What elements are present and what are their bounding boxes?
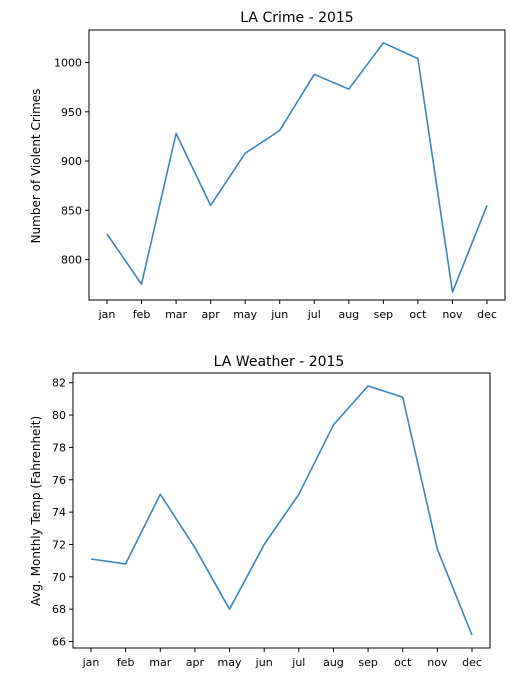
- x-tick-label: apr: [202, 308, 221, 321]
- x-tick-label: jul: [291, 656, 305, 669]
- x-ticks: jan feb mar apr may jun jul aug sep oct nov dec: [98, 300, 497, 321]
- series-marks: [106, 41, 488, 293]
- y-tick-label: 900: [61, 155, 82, 168]
- y-tick-label: 78: [52, 441, 66, 454]
- x-tick-label: nov: [427, 656, 448, 669]
- y-tick-label: 1000: [54, 57, 82, 70]
- y-tick-label: 68: [52, 603, 66, 616]
- x-tick-label: sep: [358, 656, 377, 669]
- x-tick-label: oct: [409, 308, 427, 321]
- y-tick-label: 74: [52, 506, 66, 519]
- y-tick-label: 80: [52, 409, 66, 422]
- chart-title: LA Weather - 2015: [214, 354, 345, 370]
- x-ticks: jan feb mar apr may jun jul aug sep oct nov dec: [82, 648, 482, 669]
- y-tick-label: 76: [52, 474, 66, 487]
- y-tick-label: 70: [52, 571, 66, 584]
- plot-frame: [72, 372, 491, 649]
- x-tick-label: dec: [477, 308, 497, 321]
- x-tick-label: apr: [186, 656, 205, 669]
- x-tick-label: mar: [149, 656, 171, 669]
- series-line: [106, 41, 488, 293]
- x-tick-label: jun: [255, 656, 273, 669]
- weather-chart: LA Weather - 2015 Avg. Monthly Temp (Fah…: [29, 354, 491, 669]
- x-tick-label: aug: [323, 656, 344, 669]
- x-tick-label: jan: [82, 656, 100, 669]
- y-ticks: 800 850 900 950 1000: [54, 57, 89, 267]
- series-line: [90, 385, 473, 636]
- y-tick-label: 82: [52, 377, 66, 390]
- y-tick-label: 66: [52, 636, 66, 649]
- x-tick-label: may: [233, 308, 257, 321]
- x-tick-label: jun: [270, 308, 288, 321]
- y-tick-label: 800: [61, 254, 82, 267]
- y-ticks: 66 68 70 72 74 76 78 80 82: [52, 377, 73, 649]
- y-axis-label: Number of Violent Crimes: [29, 89, 43, 244]
- series-marks: [90, 385, 473, 636]
- x-tick-label: feb: [117, 656, 135, 669]
- x-tick-label: feb: [133, 308, 151, 321]
- x-tick-label: jan: [98, 308, 116, 321]
- x-tick-label: oct: [394, 656, 412, 669]
- x-tick-label: sep: [374, 308, 393, 321]
- chart-title: LA Crime - 2015: [240, 10, 353, 26]
- x-tick-label: aug: [338, 308, 359, 321]
- x-tick-label: jul: [307, 308, 321, 321]
- crime-chart: LA Crime - 2015 Number of Violent Crimes…: [29, 10, 506, 321]
- y-tick-label: 950: [61, 106, 82, 119]
- y-axis-label: Avg. Monthly Temp (Fahrenheit): [29, 416, 43, 606]
- x-tick-label: mar: [165, 308, 187, 321]
- x-tick-label: may: [218, 656, 242, 669]
- y-tick-label: 72: [52, 538, 66, 551]
- x-tick-label: nov: [442, 308, 463, 321]
- y-tick-label: 850: [61, 204, 82, 217]
- x-tick-label: dec: [462, 656, 482, 669]
- plot-frame: [88, 29, 506, 301]
